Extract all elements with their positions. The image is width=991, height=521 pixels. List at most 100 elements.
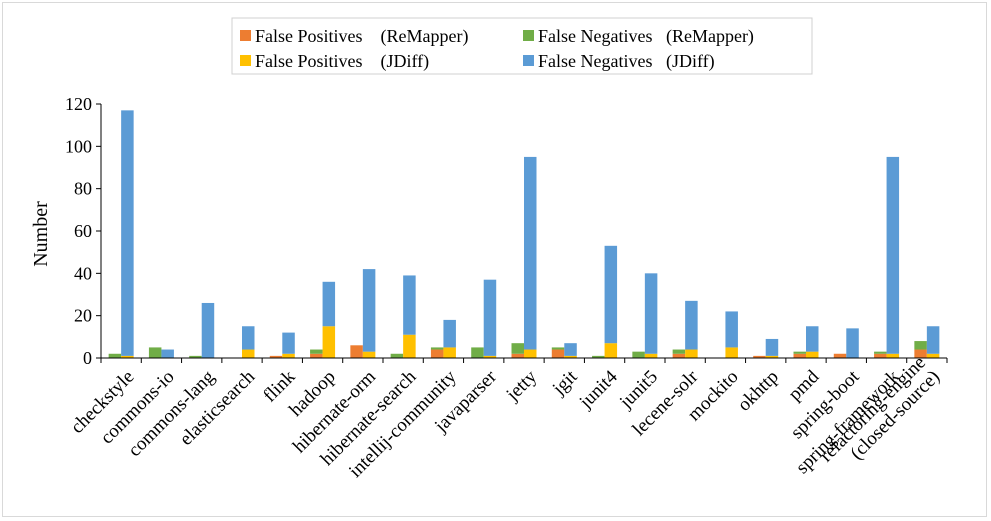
bar-segment [632,351,645,358]
bar-segment [511,353,524,358]
bar-group [793,326,819,358]
bar-segment [793,351,806,354]
bar-segment [551,347,565,350]
y-tick-label: 40 [74,263,92,283]
legend-label: False Negatives (JDiff) [538,51,715,72]
bar-segment [322,281,336,327]
bar-segment [350,345,363,358]
bar-segment [121,355,134,358]
bar-segment [685,349,698,358]
bar-segment [471,347,484,358]
bar-segment [765,338,779,356]
bar-segment [926,326,940,354]
bar-group [108,110,134,358]
bar-segment [483,355,497,358]
bar-segment [672,353,686,358]
bar-segment [310,349,323,354]
bar-segment [886,156,900,354]
bar-segment [725,347,738,358]
bar-segment [524,349,537,358]
bar-segment [524,156,537,350]
bar-group [672,300,698,358]
bar-group [874,156,900,358]
legend-swatch [523,55,534,66]
bar-segment [685,300,698,350]
bar-segment [604,343,618,358]
bar-segment [189,355,202,358]
bar-group [310,281,336,358]
bar-group [753,338,779,358]
bar-segment [269,355,283,358]
x-tick-label: jetty [502,366,542,406]
bar-segment [886,353,900,358]
bar-segment [874,353,887,358]
bar-segment [242,326,255,350]
bar-segment [564,355,577,358]
bar-group [914,326,940,358]
bar-group [833,328,859,358]
bar-group [148,347,174,358]
bar-segment [362,269,376,352]
y-tick-label: 100 [65,136,92,156]
bar-segment [108,353,122,358]
bar-segment [592,355,605,358]
bar-segment [833,353,847,358]
y-tick-label: 120 [65,94,92,114]
bar-group [269,332,295,358]
bar-segment [725,311,738,348]
x-tick-label: jgit [548,366,582,400]
bar-group [551,343,577,358]
bar-segment [282,332,295,354]
x-tick-label: okhttp [734,366,783,415]
bar-segment [430,347,444,350]
bar-segment [403,275,416,335]
bar-segment [604,245,618,344]
legend-label: False Negatives (ReMapper) [538,26,754,47]
bar-segment [926,353,940,358]
bar-segment [765,355,779,358]
legend-label: False Positives (ReMapper) [255,26,468,47]
bar-segment [793,353,806,358]
bar-segment [310,353,323,358]
bar-segment [242,349,255,358]
bar-segment [161,349,174,358]
y-tick-label: 60 [74,221,92,241]
legend-swatch [240,55,251,66]
bar-segment [551,349,565,358]
legend-label: False Positives (JDiff) [255,51,429,72]
bar-group [430,319,456,358]
bar-group [511,156,537,358]
bar-segment [806,351,819,358]
bar-group [725,311,738,358]
bar-segment [511,343,524,354]
stacked-bar-chart: False Positives (ReMapper) False Negative… [30,17,948,482]
bar-segment [914,349,927,358]
bar-group [632,273,658,358]
bar-segment [564,343,577,356]
bar-segment [201,302,215,358]
legend-swatch [523,30,534,41]
bar-group [390,275,416,358]
bar-group [592,245,618,358]
legend-box [231,17,813,75]
y-tick-label: 80 [74,179,92,199]
bar-group [471,279,497,358]
bar-segment [483,279,497,356]
legend: False Positives (ReMapper) False Negative… [231,17,813,75]
bar-segment [148,347,162,358]
bar-segment [362,351,376,358]
bar-segment [753,355,766,358]
bar-segment [322,326,336,358]
bar-segment [914,341,927,350]
bar-segment [672,349,686,354]
bar-segment [644,353,658,358]
bar-segment [443,347,456,358]
y-axis-label: Number [30,201,52,267]
bar-segment [390,353,404,358]
bar-group [350,269,376,358]
y-tick-label: 20 [74,306,92,326]
legend-swatch [240,30,251,41]
y-axis: 0 20 40 60 80 100 120 [65,94,102,368]
bar-segment [403,334,416,358]
